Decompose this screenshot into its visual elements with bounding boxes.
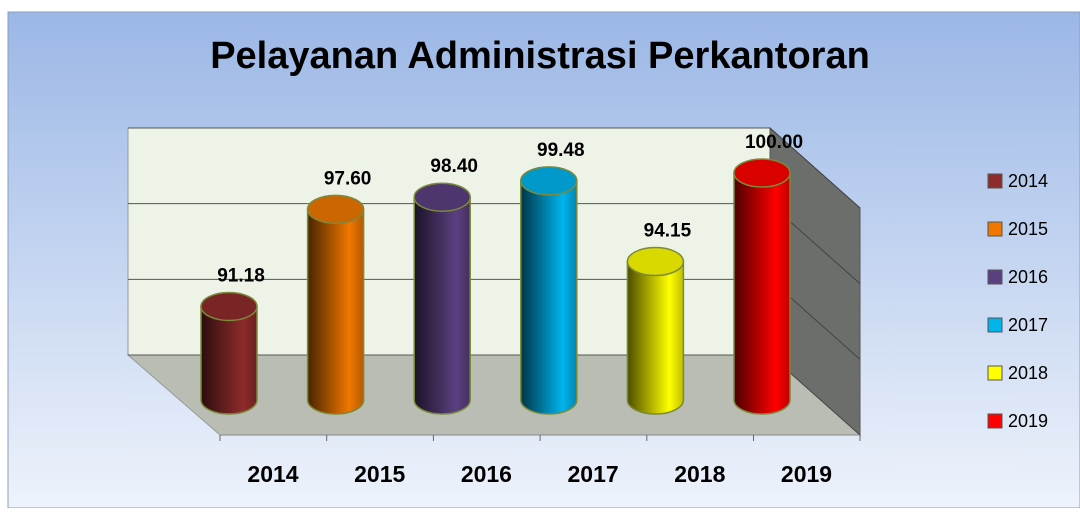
legend-swatch <box>987 173 1003 189</box>
legend-swatch <box>987 269 1003 285</box>
x-tick-label: 2014 <box>247 461 298 487</box>
legend-label: 2017 <box>1008 315 1048 335</box>
legend-swatch <box>987 221 1003 237</box>
bar-top <box>306 194 365 225</box>
grid-line <box>769 127 861 209</box>
bar <box>306 208 365 415</box>
bar <box>733 172 791 415</box>
x-tick-label: 2018 <box>674 461 725 487</box>
data-label: 99.48 <box>537 140 585 161</box>
x-tick-label: 2017 <box>568 461 619 487</box>
data-label: 97.60 <box>324 168 372 189</box>
legend-swatch <box>987 317 1003 333</box>
legend-label: 2018 <box>1008 363 1048 383</box>
bar-top <box>626 246 685 277</box>
data-label: 100.00 <box>745 132 803 153</box>
data-label: 98.40 <box>430 156 478 177</box>
legend-label: 2016 <box>1008 267 1048 287</box>
bar-top <box>200 291 258 322</box>
bar-top <box>733 158 791 188</box>
bar-top <box>413 182 471 212</box>
x-tick-label: 2015 <box>354 461 405 487</box>
data-label: 94.15 <box>644 221 692 242</box>
legend-label: 2014 <box>1008 171 1048 191</box>
bar <box>520 180 578 415</box>
chart-title: Pelayanan Administrasi Perkantoran <box>210 35 870 77</box>
bar <box>413 196 471 415</box>
legend-swatch <box>987 413 1003 429</box>
legend-swatch <box>987 365 1003 381</box>
bar <box>200 305 258 415</box>
bar <box>626 260 685 415</box>
data-label: 91.18 <box>217 265 265 286</box>
x-tick-label: 2019 <box>781 461 832 487</box>
x-tick-label: 2016 <box>461 461 512 487</box>
legend-label: 2019 <box>1008 411 1048 431</box>
bar-top <box>520 166 578 196</box>
legend-label: 2015 <box>1008 219 1048 239</box>
